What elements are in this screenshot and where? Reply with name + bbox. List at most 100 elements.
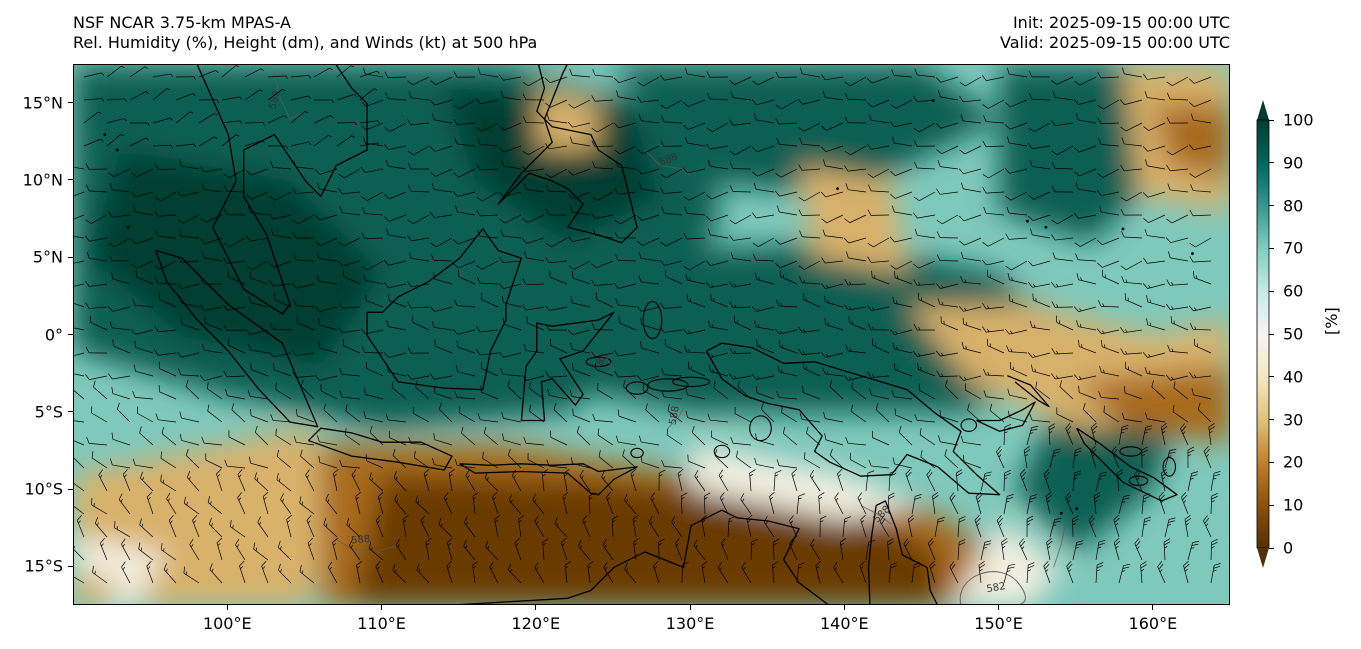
wind-barb: [1004, 167, 1028, 174]
wind-barb: [179, 296, 200, 308]
wind-barb: [383, 144, 407, 150]
wind-barb: [706, 122, 729, 132]
lon-tick-mark: [535, 605, 537, 610]
wind-barb: [332, 468, 339, 492]
wind-barb: [705, 282, 729, 288]
wind-barb: [99, 538, 108, 561]
wind-barb: [636, 375, 660, 381]
wind-barb: [1146, 318, 1166, 331]
wind-barb: [472, 492, 479, 515]
wind-barb: [280, 493, 292, 515]
wind-barb: [1027, 214, 1051, 221]
wind-barb: [1065, 492, 1074, 515]
wind-barb: [867, 168, 890, 178]
wind-barb: [499, 122, 522, 131]
wind-barb: [1210, 563, 1221, 584]
wind-barb: [736, 450, 752, 469]
wind-barb: [1073, 306, 1097, 312]
atoll-dot: [126, 225, 130, 229]
wind-barb: [511, 469, 522, 492]
wind-barb: [753, 182, 775, 193]
wind-barb: [336, 65, 355, 78]
wind-barb: [545, 323, 568, 331]
wind-barb: [775, 71, 798, 79]
wind-barb: [1120, 122, 1143, 132]
wind-barb: [384, 191, 407, 200]
wind-barb: [484, 471, 499, 492]
atoll-dot: [1191, 252, 1194, 255]
wind-barb: [129, 66, 148, 78]
wind-barb: [476, 326, 499, 333]
atoll-dot: [1075, 507, 1079, 511]
wind-barb: [296, 316, 315, 331]
wind-barb: [1072, 540, 1084, 561]
wind-barb: [268, 351, 292, 358]
wind-barb: [918, 383, 936, 400]
wind-barb: [550, 338, 568, 354]
wind-barb: [721, 538, 729, 561]
wind-barb: [359, 70, 380, 78]
lon-tick-label: 130°E: [665, 614, 715, 633]
wind-barb: [332, 537, 338, 561]
wind-barb: [362, 207, 384, 216]
wind-barb: [74, 573, 85, 584]
wind-barb: [869, 388, 890, 400]
wind-barb: [1050, 281, 1074, 288]
wind-barb: [719, 492, 729, 515]
wind-barb: [1006, 136, 1028, 147]
wind-barb: [155, 413, 177, 423]
wind-barb: [775, 260, 798, 269]
wind-barb: [244, 140, 265, 147]
wind-barb: [546, 459, 568, 469]
wind-barb: [541, 469, 548, 492]
wind-barb: [1134, 469, 1143, 492]
wind-barb: [798, 326, 821, 333]
wind-barb: [590, 212, 614, 219]
wind-barb: [407, 235, 430, 242]
wind-barb: [681, 561, 689, 584]
colorbar-top-extend: [1257, 100, 1269, 120]
wind-barb: [567, 329, 591, 335]
wind-barb: [269, 191, 292, 201]
wind-barb: [959, 76, 982, 87]
wind-barb: [1160, 468, 1168, 492]
wind-barb: [270, 161, 292, 170]
wind-barb: [913, 279, 936, 286]
wind-barb: [822, 229, 844, 239]
wind-barb: [986, 338, 1005, 354]
wind-barb: [776, 299, 798, 308]
colorbar-tick-label: 20: [1283, 452, 1304, 472]
wind-barb: [227, 270, 246, 285]
wind-barb: [845, 344, 867, 354]
wind-barb: [962, 455, 982, 469]
wind-barb: [1189, 168, 1212, 178]
wind-barb: [386, 365, 407, 377]
wind-barb: [130, 122, 150, 127]
wind-barb: [1051, 76, 1074, 85]
wind-barb: [1143, 257, 1166, 264]
wind-barb: [408, 251, 430, 262]
wind-barb: [1121, 412, 1143, 423]
lon-tick-label: 160°E: [1128, 614, 1178, 633]
wind-barb: [514, 537, 522, 561]
lon-tick-mark: [381, 605, 383, 610]
lat-tick-mark: [68, 488, 73, 490]
wind-barb: [545, 208, 568, 216]
wind-barb: [1166, 116, 1189, 124]
wind-barb: [866, 305, 890, 312]
rh-region: [74, 567, 121, 604]
wind-barb: [957, 539, 966, 561]
wind-barb: [684, 207, 706, 216]
wind-barb: [890, 260, 913, 270]
wind-barb: [958, 214, 982, 222]
wind-barb: [982, 303, 1005, 310]
wind-barb: [152, 144, 173, 149]
wind-barb: [1123, 386, 1143, 400]
height-contour: [1053, 520, 1067, 568]
wind-barb: [244, 89, 263, 101]
wind-barb: [1210, 492, 1218, 515]
colorbar-bar: [1256, 119, 1270, 549]
wind-barb: [1074, 76, 1097, 86]
wind-barb: [749, 469, 756, 492]
wind-barb: [1168, 251, 1189, 262]
